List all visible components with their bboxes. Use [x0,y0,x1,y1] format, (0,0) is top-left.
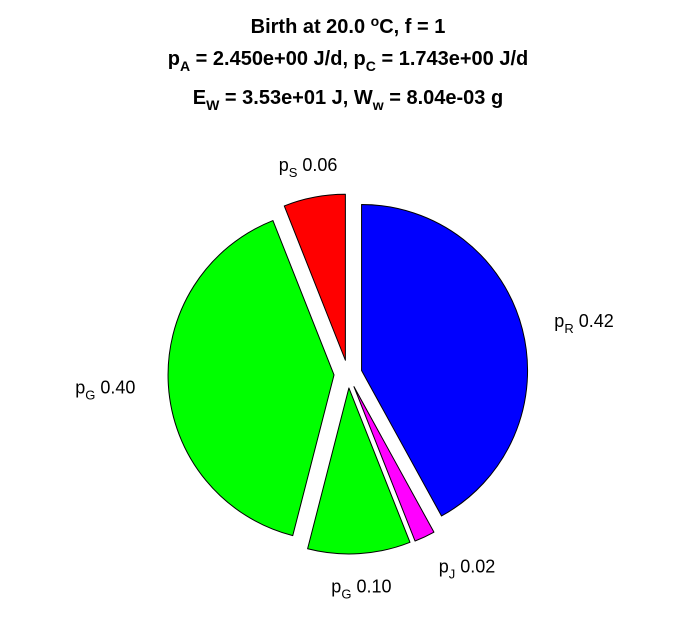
chart-title-line: Birth at 20.0 oC, f = 1 [251,13,446,38]
slice-label-value: 0.10 [356,577,391,597]
slice-label-subscript: R [564,321,573,336]
slice-label-p-g-3: pG 0.40 [75,377,135,402]
title-subscript: C [366,58,376,74]
title-text: = 8.04e-03 g [384,87,504,109]
slice-label-symbol: p [439,557,449,577]
slice-label-value: 0.40 [100,377,135,397]
title-subscript: w [372,97,384,113]
slice-label-value: 0.42 [579,311,614,331]
slice-label-p-r-0: pR 0.42 [554,311,613,336]
title-subscript: W [206,97,220,113]
title-text: E [193,87,206,109]
slice-label-value: 0.02 [460,557,495,577]
title-text: p [168,48,180,70]
slice-label-subscript: G [341,587,351,602]
slice-label-subscript: J [449,567,456,582]
title-text: = 1.743e+00 J/d [376,48,528,70]
pie-slice-p-g-3 [167,220,335,537]
title-superscript: o [371,13,380,29]
chart-title-line: EW = 3.53e+01 J, Ww = 8.04e-03 g [193,87,503,113]
slice-label-symbol: p [75,377,85,397]
chart-title-line: pA = 2.450e+00 J/d, pC = 1.743e+00 J/d [168,48,529,74]
slice-label-p-s-4: pS 0.06 [279,155,338,180]
slice-label-subscript: G [85,387,95,402]
title-text: = 3.53e+01 J, W [219,87,373,109]
title-subscript: A [180,58,190,74]
pie-slice-p-j-1 [353,386,435,542]
slice-label-symbol: p [554,311,564,331]
pie-slice-p-r-0 [361,204,529,517]
chart-title: Birth at 20.0 oC, f = 1 pA = 2.450e+00 J/… [168,13,529,113]
title-text: Birth at 20.0 [251,16,371,38]
title-text: C, f = 1 [379,16,445,38]
pie-slice-p-s-4 [283,193,346,361]
slice-label-subscript: S [289,165,298,180]
pie-slices [167,193,529,555]
slice-label-symbol: p [331,577,341,597]
slice-label-p-j-1: pJ 0.02 [439,557,496,582]
slice-label-value: 0.06 [302,155,337,175]
title-text: = 2.450e+00 J/d, p [190,48,366,70]
pie-slice-p-g-2 [307,387,411,555]
slice-label-symbol: p [279,155,289,175]
slice-label-p-g-2: pG 0.10 [331,577,391,602]
